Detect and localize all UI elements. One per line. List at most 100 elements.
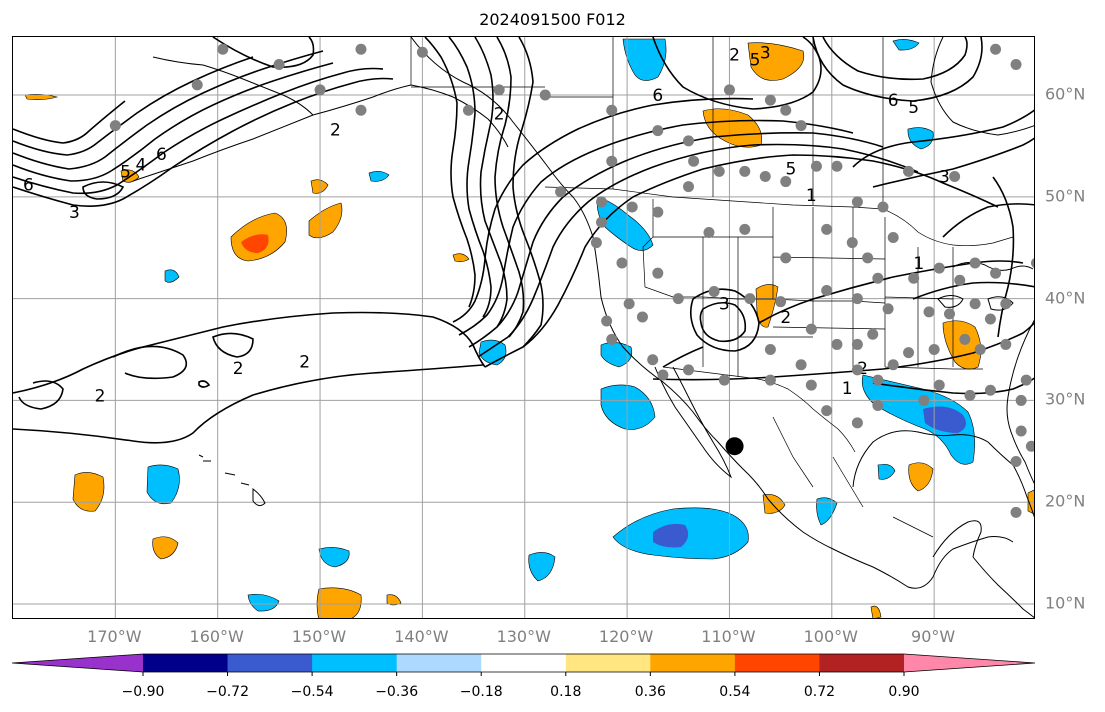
contour-line bbox=[852, 109, 1034, 168]
contour-line bbox=[82, 181, 125, 200]
city-marker bbox=[718, 374, 730, 386]
city-marker bbox=[683, 364, 695, 376]
city-marker bbox=[795, 120, 807, 132]
longitude-label: 120°W bbox=[598, 627, 654, 646]
coastline-gulf-of-mexico bbox=[852, 430, 1034, 518]
positive-anomaly-patch bbox=[386, 594, 402, 606]
contour-label: 3 bbox=[760, 43, 771, 63]
positive-anomaly-patch bbox=[452, 253, 470, 262]
city-marker bbox=[872, 374, 884, 386]
city-marker bbox=[984, 313, 996, 325]
negative-anomaly-patch bbox=[478, 339, 507, 366]
city-marker bbox=[862, 252, 874, 264]
positive-anomaly-patch bbox=[762, 494, 786, 514]
city-marker bbox=[887, 232, 899, 244]
coastline-aleutians bbox=[132, 114, 314, 182]
city-marker bbox=[882, 303, 894, 315]
city-marker bbox=[831, 338, 843, 350]
contour-label: 4 bbox=[136, 155, 147, 175]
contour-line bbox=[13, 100, 126, 144]
city-marker bbox=[851, 364, 863, 376]
negative-anomaly-patch bbox=[600, 384, 656, 430]
contour-label: 2 bbox=[233, 359, 244, 379]
longitude-label: 150°W bbox=[291, 627, 347, 646]
city-marker bbox=[918, 394, 930, 406]
contour-label: 1 bbox=[913, 254, 924, 274]
colorbar-tick-label: 0.90 bbox=[888, 684, 920, 700]
city-marker bbox=[805, 379, 817, 391]
city-marker bbox=[606, 104, 618, 116]
coastline-north-america bbox=[410, 37, 1014, 589]
colorbar-tick-label: 0.18 bbox=[550, 684, 582, 700]
city-marker bbox=[462, 104, 474, 116]
city-marker bbox=[601, 315, 613, 327]
longitude-label: 140°W bbox=[394, 627, 449, 646]
contour-line bbox=[912, 281, 1034, 300]
contour-line bbox=[662, 260, 1024, 368]
negative-anomaly-patch bbox=[907, 127, 934, 150]
contour-label: 2 bbox=[299, 353, 310, 373]
city-marker bbox=[928, 344, 940, 356]
city-marker bbox=[1010, 456, 1022, 468]
negative-anomaly-patch bbox=[877, 463, 896, 480]
contour-line bbox=[13, 56, 254, 156]
contour-line bbox=[198, 380, 211, 388]
city-marker bbox=[596, 216, 608, 228]
latitude-label: 20°N bbox=[1045, 491, 1086, 511]
lat-lon-gridlines bbox=[13, 37, 1034, 618]
city-marker bbox=[355, 104, 367, 116]
contour-line bbox=[13, 311, 486, 394]
city-marker bbox=[759, 170, 771, 182]
city-marker bbox=[851, 293, 863, 305]
coastline-hawaii bbox=[198, 454, 266, 507]
contour-label: 6 bbox=[888, 91, 899, 111]
contour-label: 6 bbox=[652, 86, 663, 106]
positive-anomaly-patch bbox=[942, 320, 982, 370]
city-marker bbox=[944, 308, 956, 320]
longitude-label: 100°W bbox=[803, 627, 858, 646]
city-marker bbox=[723, 84, 735, 96]
city-marker bbox=[969, 298, 981, 310]
contour-labels: 222223456666553132211523 bbox=[23, 43, 950, 406]
city-marker bbox=[1000, 298, 1012, 310]
contour-lines bbox=[13, 37, 1034, 444]
negative-anomaly-patch bbox=[146, 464, 180, 505]
contour-line bbox=[822, 37, 968, 81]
contour-line bbox=[477, 143, 919, 358]
city-marker bbox=[851, 417, 863, 429]
colorbar-swatch bbox=[143, 654, 229, 672]
city-marker bbox=[903, 165, 915, 177]
city-marker bbox=[590, 237, 602, 249]
city-marker bbox=[887, 359, 899, 371]
colorbar-tick-label: 0.72 bbox=[803, 684, 836, 700]
map-title: 2024091500 F012 bbox=[479, 10, 626, 29]
city-marker bbox=[652, 125, 664, 137]
city-marker bbox=[623, 298, 635, 310]
city-marker bbox=[923, 306, 935, 318]
city-marker bbox=[657, 369, 669, 381]
contour-label: 1 bbox=[842, 379, 853, 399]
positive-anomaly-patch bbox=[152, 536, 179, 560]
positive-anomaly-patch bbox=[316, 587, 362, 618]
city-marker bbox=[872, 272, 884, 284]
contour-label: 2 bbox=[330, 121, 341, 141]
negative-anomaly-patch bbox=[164, 269, 180, 283]
negative-anomaly-patch bbox=[528, 552, 556, 582]
longitude-label: 160°W bbox=[189, 627, 244, 646]
city-marker bbox=[851, 196, 863, 208]
contour-line bbox=[699, 301, 747, 343]
city-marker bbox=[990, 267, 1002, 279]
city-marker bbox=[959, 333, 971, 345]
city-marker bbox=[780, 252, 792, 264]
contour-label: 2 bbox=[95, 386, 106, 406]
positive-anomaly-patch bbox=[747, 42, 805, 81]
contour-label: 1 bbox=[806, 186, 817, 206]
positive-anomaly-patch bbox=[702, 108, 762, 148]
contour-line bbox=[474, 37, 508, 328]
colorbar-tick-label: 0.54 bbox=[719, 684, 751, 700]
city-marker bbox=[984, 384, 996, 396]
city-marker bbox=[1025, 440, 1034, 452]
coastline-hudson-bay bbox=[930, 37, 1034, 136]
colorbar-swatch bbox=[650, 654, 736, 672]
contour-label: 2 bbox=[780, 308, 791, 328]
